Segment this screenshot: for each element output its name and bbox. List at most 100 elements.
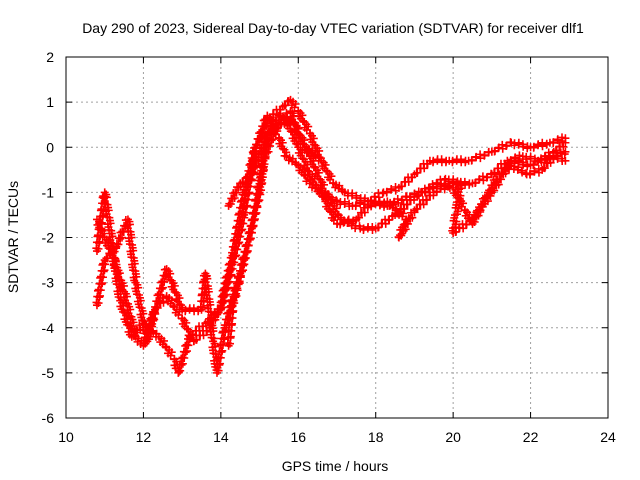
data-point	[352, 191, 361, 200]
data-point	[561, 138, 570, 147]
data-point	[553, 136, 562, 145]
data-point	[530, 167, 539, 176]
data-point	[178, 353, 187, 362]
data-point	[351, 202, 360, 211]
data-point	[397, 196, 406, 205]
data-point	[249, 221, 258, 230]
y-tick-label: -6	[42, 410, 55, 426]
data-markers	[92, 95, 570, 377]
data-point	[483, 197, 492, 206]
data-point	[320, 180, 329, 189]
data-point	[374, 223, 383, 232]
data-point	[549, 138, 558, 147]
series-trace-5	[223, 107, 570, 350]
data-point	[533, 141, 542, 150]
data-point	[412, 204, 421, 213]
data-point	[154, 290, 163, 299]
data-point	[480, 151, 489, 160]
x-tick-label: 16	[290, 429, 306, 445]
data-point	[518, 140, 527, 149]
data-point	[540, 155, 549, 164]
data-point	[158, 277, 167, 286]
data-point	[207, 333, 216, 342]
data-point	[561, 156, 570, 165]
data-point	[495, 175, 504, 184]
data-point	[456, 155, 465, 164]
data-point	[529, 143, 538, 152]
grid	[66, 57, 608, 418]
data-point	[384, 216, 393, 225]
data-point	[109, 249, 118, 258]
data-point	[252, 155, 261, 164]
data-point	[490, 168, 499, 177]
data-point	[99, 259, 108, 268]
data-point	[188, 331, 197, 340]
data-point	[561, 147, 570, 156]
data-point	[143, 334, 152, 343]
data-point	[231, 244, 240, 253]
x-axis-label: GPS time / hours	[282, 458, 389, 474]
data-point	[265, 128, 274, 137]
data-point	[276, 118, 285, 127]
data-point	[235, 238, 244, 247]
data-point	[494, 180, 503, 189]
data-point	[246, 234, 255, 243]
data-point	[354, 213, 363, 222]
data-point	[448, 158, 457, 167]
data-point	[502, 142, 511, 151]
data-point	[397, 182, 406, 191]
data-point	[451, 228, 460, 237]
x-tick-label: 18	[368, 429, 384, 445]
data-point	[363, 224, 372, 233]
data-point	[429, 158, 438, 167]
data-point	[232, 251, 241, 260]
data-point	[129, 330, 138, 339]
x-tick-label: 14	[213, 429, 229, 445]
data-point	[182, 340, 191, 349]
data-point	[347, 219, 356, 228]
data-point	[359, 225, 368, 234]
data-point	[467, 156, 476, 165]
data-point	[261, 133, 270, 142]
data-point	[234, 231, 243, 240]
data-point	[393, 209, 402, 218]
data-point	[223, 277, 232, 286]
data-point	[228, 298, 237, 307]
y-axis-label: SDTVAR / TECUs	[5, 181, 21, 293]
data-point	[501, 169, 510, 178]
data-point	[238, 225, 247, 234]
data-point	[185, 305, 194, 314]
x-tick-label: 20	[445, 429, 461, 445]
data-point	[395, 231, 404, 240]
data-point	[239, 253, 248, 262]
data-point	[147, 328, 156, 337]
data-point	[255, 196, 264, 205]
data-point	[174, 366, 183, 375]
y-tick-label: 0	[46, 139, 54, 155]
data-point	[242, 240, 251, 249]
data-point	[256, 127, 265, 136]
data-point	[159, 298, 168, 307]
data-point	[237, 218, 246, 227]
x-tick-label: 12	[136, 429, 152, 445]
data-point	[422, 195, 431, 204]
data-point	[452, 156, 461, 165]
data-point	[502, 163, 511, 172]
data-point	[216, 302, 225, 311]
data-point	[231, 188, 240, 197]
data-point	[402, 219, 411, 228]
data-point	[248, 167, 257, 176]
data-point	[401, 225, 410, 234]
data-point	[106, 238, 115, 247]
data-point	[360, 208, 369, 217]
data-point	[220, 290, 229, 299]
data-point	[428, 183, 437, 192]
data-point	[538, 138, 547, 147]
data-point	[251, 202, 260, 211]
chart-title: Day 290 of 2023, Sidereal Day-to-day VTE…	[82, 20, 584, 36]
data-point	[226, 264, 235, 273]
data-point	[525, 170, 534, 179]
data-point	[437, 155, 446, 164]
data-point	[252, 140, 261, 149]
